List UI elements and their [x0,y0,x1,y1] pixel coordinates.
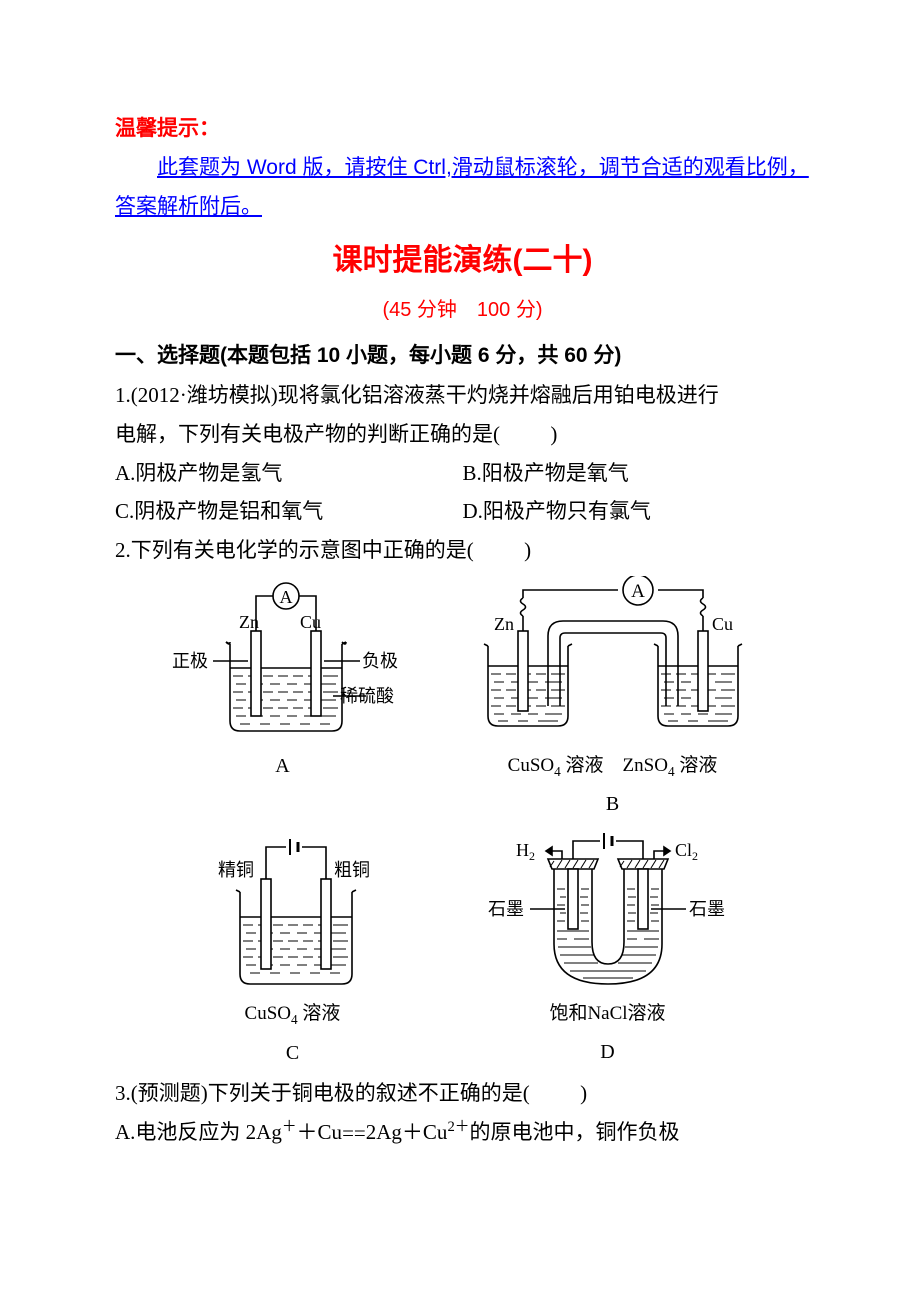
q3a-pre: A.电池反应为 2Ag [115,1120,282,1144]
q1-optB: B.阳极产物是氧气 [463,454,811,493]
q1-optD: D.阳极产物只有氯气 [463,492,811,531]
diagA-right-label: 负极 [362,651,398,671]
q1-line1: 1.(2012·潍坊模拟)现将氯化铝溶液蒸干灼烧并熔融后用铂电极进行 [115,376,810,415]
diagram-D: H2 Cl2 石墨 石墨 饱和NaCl溶液 D [468,829,748,1071]
diagA-left-elec: Zn [239,612,259,632]
q3-optA: A.电池反应为 2Ag＋＋Cu==2Ag＋Cu2＋的原电池中，铜作负极 [115,1113,810,1152]
diagD-tag: D [468,1034,748,1071]
q3-stem-close: ) [580,1081,587,1105]
diagA-tag: A [168,748,398,785]
diagB-left-elec: Zn [494,614,514,634]
diagC-tag: C [178,1035,408,1072]
diagA-right-elec: Cu [300,612,321,632]
subtitle: (45 分钟 100 分) [115,292,810,329]
diagram-A-svg: A Zn Cu 正极 负极 稀硫酸 [168,576,398,746]
diagram-C-svg: 精铜 粗铜 [178,829,408,994]
diagB-leftsol: CuSO4 溶液 [508,755,604,776]
q2-stem-text: 2.下列有关电化学的示意图中正确的是( [115,538,474,562]
q3a-post: 的原电池中，铜作负极 [469,1120,679,1144]
diagD-right-elec: 石墨 [689,899,725,919]
ammeter-icon: A [279,587,292,607]
diagD-left-elec: 石墨 [488,899,524,919]
q1-stem2: 电解，下列有关电极产物的判断正确的是( [115,422,500,446]
diagA-left-label: 正极 [172,651,208,671]
q1-line2: 电解，下列有关电极产物的判断正确的是() [115,415,810,454]
page: 温馨提示： 此套题为 Word 版，请按住 Ctrl,滑动鼠标滚轮，调节合适的观… [0,0,920,1202]
q1-options-row1: A.阴极产物是氢气 B.阳极产物是氧气 [115,454,810,493]
diagC-left-elec: 精铜 [218,860,254,880]
main-title: 课时提能演练(二十) [115,233,810,289]
diagA-solution: 稀硫酸 [340,686,394,706]
q1-optA: A.阴极产物是氢气 [115,454,463,493]
q1-stem2-close: ) [550,422,557,446]
diagB-tag: B [468,786,758,823]
diagD-right-gas: Cl2 [675,840,698,863]
diagram-C: 精铜 粗铜 CuSO4 溶液 C [178,829,408,1071]
twoplus-sup: 2＋ [447,1119,469,1135]
plus-sup: ＋ [282,1119,297,1135]
q2-stem: 2.下列有关电化学的示意图中正确的是() [115,531,810,570]
diagram-B-svg: A Zn Cu [468,576,758,746]
diagC-sol: CuSO4 溶液 [178,996,408,1032]
section-1-heading: 一、选择题(本题包括 10 小题，每小题 6 分，共 60 分) [115,337,810,376]
diagB-right-elec: Cu [712,614,733,634]
eq-sign: == [342,1121,366,1145]
diagC-right-elec: 粗铜 [334,860,370,880]
diagB-sol-row: CuSO4 溶液 ZnSO4 溶液 [468,748,758,784]
diagram-row-2: 精铜 粗铜 CuSO4 溶液 C [115,829,810,1071]
tip-header: 温馨提示： [115,110,810,149]
diagB-rightsol: ZnSO4 溶液 [623,755,718,776]
diagram-row-1: A Zn Cu 正极 负极 稀硫酸 A [115,576,810,823]
diagram-A: A Zn Cu 正极 负极 稀硫酸 A [168,576,398,823]
diagram-D-svg: H2 Cl2 石墨 石墨 [468,829,748,994]
q3-stem: 3.(预测题)下列关于铜电极的叙述不正确的是() [115,1074,810,1113]
diagram-B: A Zn Cu CuSO4 溶液 ZnSO4 溶液 B [468,576,758,823]
q2-stem-close: ) [524,538,531,562]
q3-stem-text: 3.(预测题)下列关于铜电极的叙述不正确的是( [115,1081,530,1105]
ammeter-icon: A [631,581,645,602]
q1-optC: C.阴极产物是铝和氧气 [115,492,463,531]
tip-body: 此套题为 Word 版，请按住 Ctrl,滑动鼠标滚轮，调节合适的观看比例，答案… [115,149,810,227]
q1-options-row2: C.阴极产物是铝和氧气 D.阳极产物只有氯气 [115,492,810,531]
q3a-mid: ＋Cu [297,1120,343,1144]
q3a-eq: 2Ag＋Cu [366,1120,448,1144]
diagD-sol: 饱和NaCl溶液 [468,996,748,1031]
diagD-left-gas: H2 [516,840,535,863]
